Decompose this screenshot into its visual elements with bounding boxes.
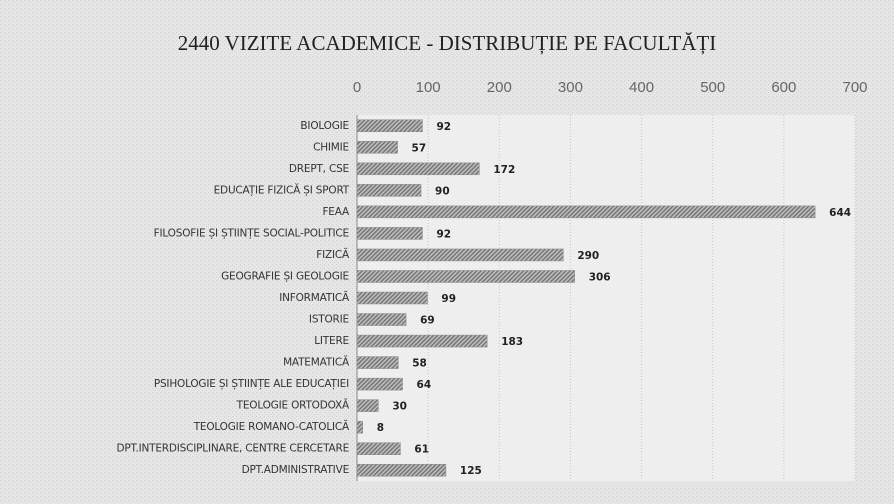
bar: [356, 119, 423, 133]
y-tick-label: INFORMATICĂ: [279, 291, 350, 304]
chart-title: 2440 VIZITE ACADEMICE - DISTRIBUȚIE PE F…: [178, 31, 717, 55]
data-label: 69: [420, 315, 435, 327]
y-tick-label: DREPT, CSE: [289, 163, 349, 175]
x-tick-label: 100: [416, 79, 441, 96]
bar: [356, 399, 379, 412]
bar: [356, 420, 363, 434]
bar: [356, 227, 423, 240]
y-tick-label: GEOGRAFIE ȘI GEOLOGIE: [221, 270, 349, 282]
y-tick-label: DPT.ADMINISTRATIVE: [242, 464, 349, 476]
data-label: 172: [493, 164, 515, 176]
x-tick-label: 400: [629, 79, 654, 96]
bar: [356, 356, 399, 369]
data-label: 8: [377, 422, 384, 434]
plot-area: [357, 115, 855, 481]
bar: [356, 141, 398, 154]
data-label: 644: [829, 207, 851, 219]
bar: [356, 248, 564, 262]
data-label: 183: [501, 336, 523, 348]
data-label: 64: [417, 379, 432, 391]
y-tick-label: LITERE: [314, 335, 349, 347]
data-label: 58: [412, 358, 427, 370]
bar: [356, 334, 488, 348]
data-label: 57: [412, 142, 427, 154]
y-tick-label: TEOLOGIE ORTODOXĂ: [236, 399, 350, 412]
y-tick-label: BIOLOGIE: [300, 120, 349, 132]
y-tick-label: TEOLOGIE ROMANO-CATOLICĂ: [193, 420, 350, 433]
y-tick-label: DPT.INTERDISCIPLINARE, CENTRE CERCETARE: [116, 443, 349, 455]
x-tick-label: 700: [842, 79, 867, 96]
bar: [356, 270, 575, 283]
x-tick-label: 0: [353, 79, 361, 96]
bar: [356, 463, 447, 477]
y-tick-label: EDUCAȚIE FIZICĂ ȘI SPORT: [214, 183, 350, 196]
y-tick-label: FEAA: [322, 206, 350, 218]
y-tick-label: ISTORIE: [309, 314, 349, 326]
data-label: 92: [436, 228, 451, 240]
x-tick-label: 500: [700, 79, 725, 96]
data-label: 61: [414, 444, 429, 456]
x-tick-label: 300: [558, 79, 583, 96]
y-tick-label: FILOSOFIE ȘI ȘTIINȚE SOCIAL-POLITICE: [154, 227, 349, 239]
data-label: 125: [460, 465, 482, 477]
y-tick-label: PSIHOLOGIE ȘI ȘTIINȚE ALE EDUCAȚIEI: [154, 378, 349, 390]
x-tick-label: 600: [771, 79, 796, 96]
y-tick-label: CHIMIE: [313, 141, 349, 153]
bar: [356, 377, 403, 391]
bar: [356, 313, 407, 326]
bar: [356, 442, 401, 455]
bar: [356, 205, 816, 219]
data-label: 99: [441, 293, 456, 305]
data-label: 290: [577, 250, 599, 262]
bar: [356, 184, 422, 197]
x-tick-label: 200: [487, 79, 512, 96]
bar: [356, 162, 480, 176]
data-label: 30: [392, 401, 407, 413]
data-label: 92: [436, 121, 451, 133]
y-tick-label: FIZICĂ: [316, 248, 350, 261]
bar: [356, 291, 428, 305]
data-label: 306: [589, 271, 611, 283]
data-label: 90: [435, 185, 450, 197]
y-tick-label: MATEMATICĂ: [283, 356, 350, 369]
